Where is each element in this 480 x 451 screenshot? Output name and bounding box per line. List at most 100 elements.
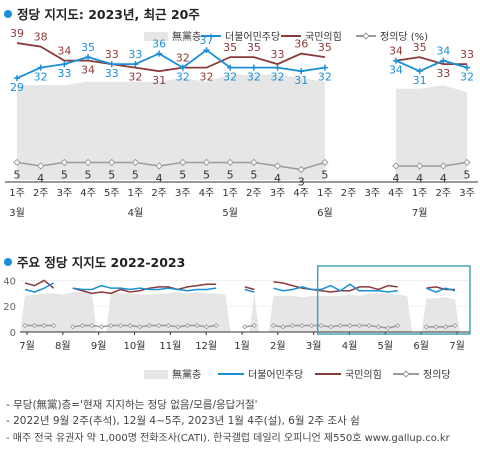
top-point-jp xyxy=(13,158,21,167)
top-point-jp xyxy=(321,158,329,167)
bottom-legend-jp: 정의당 xyxy=(393,369,451,381)
top-label-jp: 5 xyxy=(464,168,471,181)
top-legend-swatch-none xyxy=(144,32,168,41)
bottom-point-jp xyxy=(175,324,181,330)
bottom-point-jp xyxy=(395,322,401,329)
bottom-point-jp xyxy=(242,324,248,330)
bottom-month-label: 7월 xyxy=(449,340,465,352)
top-x-tick-label: 4주 xyxy=(80,188,96,199)
bottom-point-jp xyxy=(117,322,124,329)
top-line-ppp xyxy=(16,42,326,73)
top-point-dp xyxy=(227,64,234,71)
top-label-ppp: 35 xyxy=(247,41,261,54)
bottom-legend-marker-jp xyxy=(402,370,410,378)
bottom-line-jp xyxy=(72,324,217,328)
bottom-point-jp xyxy=(137,324,143,330)
top-x-tick-label: 1주 xyxy=(222,188,238,199)
bottom-point-jp xyxy=(423,324,429,330)
top-label-jp: 5 xyxy=(227,168,234,181)
top-x-tick-label: 1주 xyxy=(128,188,144,199)
bottom-line-jp xyxy=(426,324,456,328)
top-label-dp: 36 xyxy=(152,38,166,51)
bottom-point-jp xyxy=(203,324,210,330)
top-label-ppp: 35 xyxy=(413,41,427,54)
bottom-area-none-segment xyxy=(268,293,412,332)
top-label-dp: 37 xyxy=(199,34,213,47)
bottom-area-none-segment xyxy=(20,292,97,332)
bottom-month-label: 2월 xyxy=(270,340,286,352)
top-label-jp: 5 xyxy=(14,168,21,181)
bottom-point-jp xyxy=(41,322,47,329)
top-label-ppp: 36 xyxy=(294,38,308,51)
top-label-jp: 5 xyxy=(179,168,186,181)
top-label-dp: 33 xyxy=(57,67,71,80)
top-label-jp: 4 xyxy=(274,172,281,185)
top-point-jp xyxy=(60,158,69,167)
top-point-dp xyxy=(464,64,470,71)
bottom-highlight-box xyxy=(316,265,471,335)
bottom-point-jp xyxy=(328,324,334,330)
top-line-ppp xyxy=(395,56,467,66)
top-point-dp xyxy=(179,64,186,71)
top-label-dp: 32 xyxy=(318,71,332,84)
top-point-dp xyxy=(14,75,20,82)
bottom-point-jp xyxy=(366,322,372,329)
bottom-point-jp xyxy=(375,324,382,330)
bottom-point-jp xyxy=(194,322,200,329)
top-legend-marker-jp xyxy=(362,32,370,40)
top-point-jp xyxy=(226,158,234,167)
top-label-jp: 5 xyxy=(108,168,115,181)
bottom-point-jp xyxy=(51,322,57,329)
top-legend-label-none: 無黨층 xyxy=(172,30,201,43)
top-label-ppp: 39 xyxy=(10,27,24,40)
bottom-area-none-segment xyxy=(421,297,460,332)
top-x-tick-label: 3주 xyxy=(175,188,191,199)
top-label-jp: 4 xyxy=(392,172,399,185)
bottom-month-label: 6월 xyxy=(413,340,429,352)
bottom-month-label: 8월 xyxy=(55,340,71,352)
bottom-legend-label-dp: 더불어민주당 xyxy=(248,369,303,381)
top-point-dp xyxy=(203,47,210,54)
top-label-ppp: 33 xyxy=(436,67,450,80)
top-legend-none: 無黨층 xyxy=(144,30,201,43)
bottom-chart-title: 주요 정당 지지도 2022-2023 xyxy=(4,252,185,271)
bottom-legend-label-none: 無黨층 xyxy=(172,368,201,381)
footnote-1: - 무당(無黨)층='현재 지지하는 정당 없음/모름/응답거절' xyxy=(6,399,258,411)
bottom-point-jp xyxy=(347,322,353,329)
top-label-jp: 4 xyxy=(416,172,423,185)
top-legend-label-jp: 정의당 (%) xyxy=(380,31,428,43)
bottom-y-tick-label: 0 xyxy=(10,328,16,339)
top-label-ppp: 32 xyxy=(199,71,213,84)
bottom-y-tick-label: 20 xyxy=(3,302,16,313)
bottom-month-label: 3월 xyxy=(306,340,322,352)
bottom-legend-dp: 더불어민주당 xyxy=(218,369,303,381)
top-month-label: 3월 xyxy=(9,207,25,219)
top-label-dp: 32 xyxy=(34,71,48,84)
bottom-area-none-segment xyxy=(249,293,260,332)
top-label-ppp: 32 xyxy=(176,52,190,65)
top-point-jp xyxy=(463,158,471,167)
top-legend-dp: + 더불어민주당 xyxy=(201,30,280,43)
top-label-dp: 32 xyxy=(460,71,474,84)
top-label-dp: 32 xyxy=(176,71,190,84)
top-label-dp: 34 xyxy=(436,45,450,58)
top-label-ppp: 31 xyxy=(152,74,166,87)
top-chart: 無黨층 + 더불어민주당 국민의힘 정의당 (%) 29 39 5 32 38 4 33 34 5 35 34… xyxy=(5,27,478,219)
top-x-tick-label: 3주 xyxy=(57,188,73,199)
top-point-jp xyxy=(131,158,140,167)
top-point-jp xyxy=(36,162,45,170)
top-point-dp xyxy=(416,68,423,75)
bottom-point-jp xyxy=(184,322,191,329)
bottom-point-jp xyxy=(318,322,324,329)
bottom-point-jp xyxy=(79,322,85,329)
top-label-jp: 5 xyxy=(321,168,328,181)
bottom-point-jp xyxy=(385,325,391,331)
bottom-point-jp xyxy=(156,322,162,329)
bottom-line-ppp xyxy=(273,280,398,293)
bottom-point-jp xyxy=(433,324,439,330)
bottom-chart: 0 20 40 7월 8월 9월 10월 11월 12월 1월 2월 3월 4월 5월 6월 7월 無黨층 더불어… xyxy=(3,265,471,381)
top-label-jp: 4 xyxy=(440,172,447,185)
top-month-label: 6월 xyxy=(317,207,333,219)
top-label-ppp: 35 xyxy=(318,41,332,54)
